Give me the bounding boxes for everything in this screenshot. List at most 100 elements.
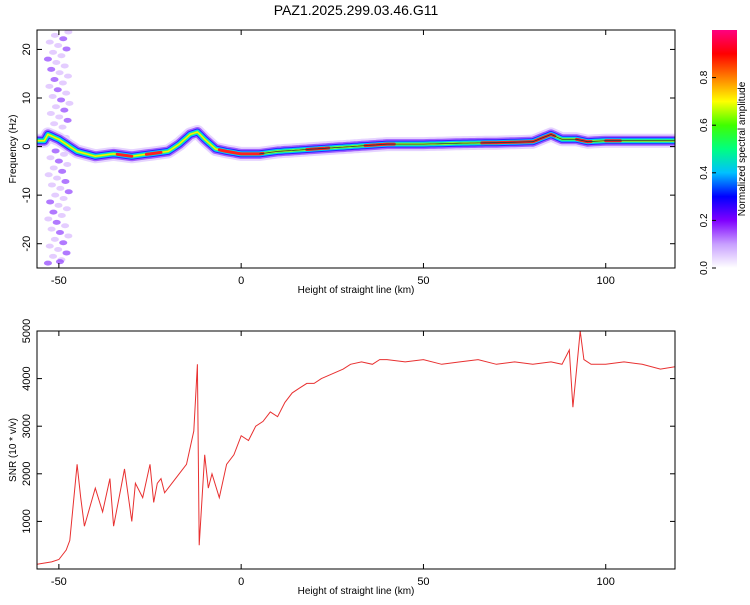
spectrogram-noise-blob xyxy=(53,87,62,93)
spectrogram-noise-blob xyxy=(56,185,65,191)
spectrogram-noise-blob xyxy=(62,46,71,52)
spectrogram-noise-blob xyxy=(57,53,66,59)
colorbar-label: Normalized spectral amplitude xyxy=(737,81,748,216)
x-tick-label: 100 xyxy=(597,576,615,588)
spectrogram-noise-blob xyxy=(43,56,52,62)
spectrogram-noise-blob xyxy=(44,216,53,222)
y-tick-label: -10 xyxy=(21,187,33,203)
spectrogram-noise-blob xyxy=(52,219,61,225)
spectrogram-noise-blob xyxy=(46,111,55,117)
spectrogram-peak-segment xyxy=(217,148,265,156)
spectrogram-noise-blob xyxy=(59,36,68,42)
spectrogram-x-label: Height of straight line (km) xyxy=(298,285,415,296)
spectrogram-noise-blob xyxy=(45,83,54,89)
y-tick-label: 20 xyxy=(21,43,33,55)
spectrogram-noise-blob xyxy=(63,162,72,168)
spectrogram-noise-blob xyxy=(60,107,69,113)
colorbar-bar xyxy=(712,30,737,268)
y-tick-label: -20 xyxy=(21,236,33,252)
spectrogram-noise-blob xyxy=(59,240,68,246)
spectrogram-noise-blob xyxy=(62,90,71,96)
snr-y-label: SNR (10 * v/v) xyxy=(8,418,19,482)
spectrogram-noise-blob xyxy=(61,223,70,229)
spectrogram-noise-blob xyxy=(51,104,60,110)
spectrogram-noise-blob xyxy=(63,117,72,123)
colorbar: 0.0 0.2 0.4 0.6 0.8 Normalized spectral ampl… xyxy=(699,30,748,275)
snr-y-ticks: 1000 2000 3000 4000 5000 xyxy=(21,319,675,534)
spectrogram-noise-blob xyxy=(43,260,52,266)
spectrogram-noise-blob xyxy=(57,213,66,219)
spectrogram-noise-blob xyxy=(62,250,71,256)
spectrogram-noise-blob xyxy=(58,80,67,86)
spectrogram-x-ticks: -50 0 50 100 xyxy=(51,30,615,287)
spectrogram-noise-blob xyxy=(58,124,67,130)
spectrogram-noise-blob xyxy=(45,39,54,45)
colorbar-tick-label: 0.8 xyxy=(699,70,710,84)
spectrogram-noise-blob xyxy=(50,236,59,242)
snr-background xyxy=(37,331,675,569)
y-tick-label: 4000 xyxy=(21,366,33,390)
spectrogram-noise-blob xyxy=(49,49,58,55)
spectrogram-noise-blob xyxy=(44,172,53,178)
spectrogram-noise-blob xyxy=(55,230,64,236)
spectrogram-noise-blob xyxy=(63,73,72,79)
y-tick-label: 5000 xyxy=(21,319,33,343)
spectrogram-noise-blob xyxy=(50,32,59,38)
spectrogram-noise-blob xyxy=(49,165,58,171)
spectrogram-noise-blob xyxy=(64,189,73,195)
spectrogram-noise-blob xyxy=(59,151,68,157)
spectrogram-noise-blob xyxy=(48,94,57,100)
colorbar-tick-label: 0.2 xyxy=(699,213,710,227)
spectrogram-noise-blob xyxy=(64,233,73,239)
spectrogram-noise-blob xyxy=(55,259,64,265)
spectrogram-noise-blob xyxy=(65,100,74,106)
spectrogram-noise-blob xyxy=(51,192,60,198)
x-tick-label: 50 xyxy=(417,576,429,588)
colorbar-tick-label: 0.4 xyxy=(699,165,710,179)
snr-x-ticks: -50 0 50 100 xyxy=(51,331,615,588)
spectrogram-noise-blob xyxy=(58,168,67,174)
spectrogram-noise-blob xyxy=(47,182,56,188)
spectrogram-noise-blob xyxy=(45,243,54,249)
spectrogram-noise-blob xyxy=(47,226,56,232)
y-tick-label: 1000 xyxy=(21,509,33,533)
spectrogram-noise-blob xyxy=(49,209,58,215)
spectrogram-noise-blob xyxy=(59,196,68,202)
spectrogram-peak-segment xyxy=(115,152,134,158)
x-tick-label: 50 xyxy=(417,275,429,287)
y-tick-label: 0 xyxy=(21,144,33,150)
colorbar-tick-label: 0.6 xyxy=(699,118,710,132)
spectrogram-noise-blob xyxy=(54,202,63,208)
snr-x-label: Height of straight line (km) xyxy=(298,586,415,597)
x-tick-label: 100 xyxy=(597,275,615,287)
spectrogram-noise-blob xyxy=(60,63,69,69)
x-tick-label: -50 xyxy=(51,576,67,588)
spectrogram-noise-blob xyxy=(50,121,59,127)
spectrogram-noise-blob xyxy=(53,175,62,181)
spectrogram-noise-blob xyxy=(55,70,64,76)
spectrogram-noise-blob xyxy=(52,60,61,66)
snr-series-line xyxy=(37,331,675,565)
spectrogram-noise-blob xyxy=(62,206,71,212)
spectrogram-center-trace xyxy=(259,133,675,155)
y-tick-label: 2000 xyxy=(21,462,33,486)
spectrogram-noise-blob xyxy=(54,158,63,164)
x-tick-label: -50 xyxy=(51,275,67,287)
spectrogram-noise-blob xyxy=(64,30,73,35)
x-tick-label: 0 xyxy=(238,275,244,287)
spectrogram-noise-blob xyxy=(47,66,56,72)
x-tick-label: 0 xyxy=(238,576,244,588)
spectrogram-y-ticks: 20 10 0 -10 -20 xyxy=(21,43,675,252)
spectrogram-noise-blob xyxy=(50,77,59,83)
spectrogram-noise-blob xyxy=(54,247,63,253)
spectrogram-noise-blob xyxy=(46,155,55,161)
colorbar-ticks: 0.0 0.2 0.4 0.6 0.8 xyxy=(699,70,716,275)
figure-title: PAZ1.2025.299.03.46.G11 xyxy=(274,2,439,18)
spectrogram-noise-blob xyxy=(55,114,64,120)
snr-panel: -50 0 50 100 1000 2000 3000 4000 5000 Height of… xyxy=(8,319,676,597)
spectrogram-y-label: Frequency (Hz) xyxy=(8,115,19,184)
y-tick-label: 10 xyxy=(21,92,33,104)
spectrogram-noise-blob xyxy=(46,199,55,205)
